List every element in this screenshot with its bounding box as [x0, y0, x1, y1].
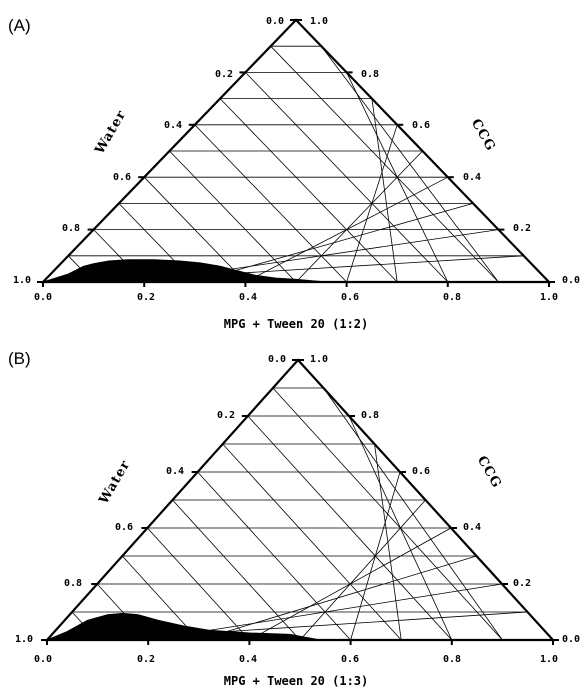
grid-line	[270, 45, 499, 283]
grid-line	[197, 471, 351, 641]
right-tick-label: 0.0	[562, 275, 580, 286]
left-tick-label: 0.6	[115, 522, 133, 533]
grid-line	[169, 150, 297, 283]
tick-marks	[41, 359, 559, 645]
left-axis-title: Water	[96, 458, 134, 508]
grid-lines	[68, 45, 524, 283]
bottom-tick-label: 0.2	[137, 292, 155, 303]
triangle-outline	[40, 18, 552, 284]
bottom-tick-label: 0.8	[443, 292, 461, 303]
bottom-tick-label: 0.0	[34, 292, 52, 303]
right-axis-title: CCG	[468, 116, 498, 154]
grid-line	[371, 98, 398, 283]
right-tick-label: 0.4	[463, 172, 481, 183]
grid-line	[219, 98, 398, 283]
phase-region	[46, 612, 321, 641]
panel-b: (B) 0.0 0.2 0.4 0.6 0.8 1.0 0.0 0.2 0.4 …	[8, 349, 580, 688]
grid-line	[147, 527, 250, 641]
right-tick-label: 0.8	[361, 410, 379, 421]
right-tick-label: 0.6	[412, 120, 430, 131]
panel-label: (B)	[8, 349, 31, 368]
right-tick-label: 1.0	[310, 354, 328, 365]
left-tick-label: 0.2	[217, 410, 235, 421]
grid-line	[194, 124, 347, 283]
right-tick-label: 1.0	[310, 16, 328, 27]
bottom-tick-label: 1.0	[540, 292, 558, 303]
grid-line	[295, 150, 423, 283]
grid-line	[143, 176, 246, 283]
left-tick-label: 0.4	[166, 466, 184, 477]
bottom-tick-label: 0.8	[443, 654, 461, 665]
right-tick-label: 0.0	[562, 634, 580, 645]
left-tick-label: 0.6	[113, 172, 131, 183]
left-tick-label: 0.2	[215, 69, 233, 80]
panel-a: (A) 0.0 0.2 0.4 0.6 0.8 1.0 0.0 0.2 0.4 …	[8, 16, 580, 331]
right-tick-label: 0.2	[513, 223, 531, 234]
bottom-tick-label: 0.6	[341, 654, 359, 665]
grid-lines	[71, 387, 528, 641]
bottom-axis-title: MPG + Tween 20 (1:2)	[224, 317, 369, 331]
left-axis-title: Water	[92, 108, 130, 158]
right-tick-label: 0.8	[361, 69, 379, 80]
bottom-tick-label: 0.0	[34, 654, 52, 665]
left-tick-label: 0.0	[266, 16, 284, 27]
triangle-outline	[44, 358, 556, 642]
grid-line	[299, 499, 426, 641]
right-tick-label: 0.2	[513, 578, 531, 589]
bottom-tick-label: 0.6	[341, 292, 359, 303]
right-axis-title: CCG	[474, 453, 504, 491]
left-tick-label: 1.0	[13, 275, 31, 286]
right-tick-label: 0.4	[463, 522, 481, 533]
tick-marks	[37, 19, 555, 287]
left-tick-label: 1.0	[15, 634, 33, 645]
grid-line	[323, 387, 503, 641]
left-tick-label: 0.0	[268, 354, 286, 365]
bottom-tick-label: 0.4	[239, 654, 257, 665]
grid-line	[245, 72, 449, 283]
left-tick-label: 0.4	[164, 120, 182, 131]
bottom-tick-label: 0.2	[137, 654, 155, 665]
bottom-tick-label: 1.0	[540, 654, 558, 665]
grid-line	[374, 443, 402, 641]
grid-line	[320, 45, 499, 283]
grid-line	[247, 415, 453, 641]
left-tick-label: 0.8	[62, 223, 80, 234]
bottom-tick-label: 0.4	[239, 292, 257, 303]
left-tick-label: 0.8	[64, 578, 82, 589]
panel-label: (A)	[8, 16, 31, 35]
bottom-axis-title: MPG + Tween 20 (1:3)	[224, 674, 369, 688]
phase-region	[42, 259, 327, 283]
grid-line	[172, 499, 301, 641]
right-tick-label: 0.6	[412, 466, 430, 477]
grid-line	[272, 387, 503, 641]
grid-line	[222, 443, 402, 641]
